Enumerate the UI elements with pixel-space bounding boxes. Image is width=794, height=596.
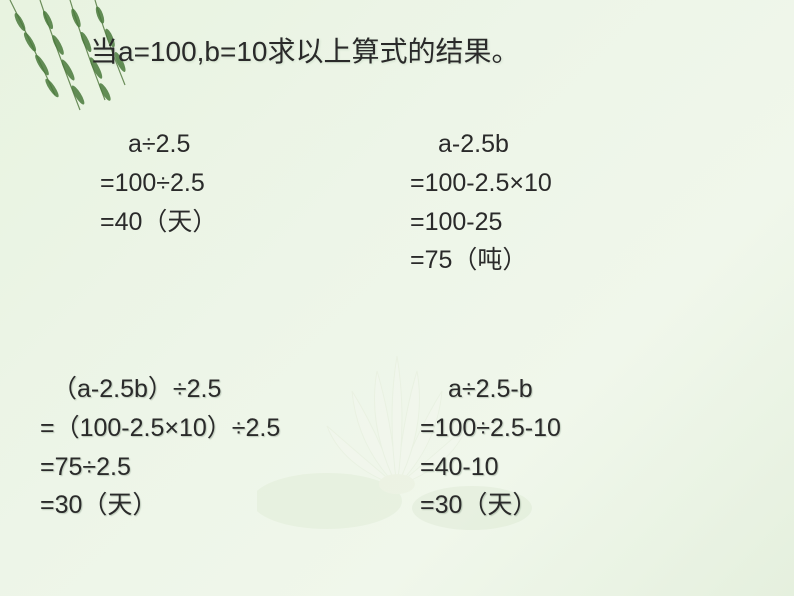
calc1-step1: =100÷2.5: [100, 164, 217, 203]
calc4-result: =30（天）: [420, 486, 561, 525]
calculation-2: a-2.5b =100-2.5×10 =100-25 =75（吨）: [410, 125, 552, 280]
calculation-1: a÷2.5 =100÷2.5 =40（天）: [100, 125, 217, 241]
calc4-expression: a÷2.5-b: [420, 370, 561, 409]
calc2-expression: a-2.5b: [410, 125, 552, 164]
calculation-4: a÷2.5-b =100÷2.5-10 =40-10 =30（天）: [420, 370, 561, 525]
calc1-expression: a÷2.5: [100, 125, 217, 164]
calculation-3: （a-2.5b）÷2.5 =（100-2.5×10）÷2.5 =75÷2.5 =…: [40, 370, 280, 525]
calc3-step1: =（100-2.5×10）÷2.5: [40, 409, 280, 448]
calc2-result: =75（吨）: [410, 241, 552, 280]
calc4-step1: =100÷2.5-10: [420, 409, 561, 448]
calc4-step2: =40-10: [420, 448, 561, 487]
calc3-expression: （a-2.5b）÷2.5: [40, 370, 280, 409]
calc3-result: =30（天）: [40, 486, 280, 525]
calc2-step2: =100-25: [410, 203, 552, 242]
calc1-result: =40（天）: [100, 203, 217, 242]
problem-title: 当a=100,b=10求以上算式的结果。: [90, 30, 520, 70]
calc2-step1: =100-2.5×10: [410, 164, 552, 203]
calc3-step2: =75÷2.5: [40, 448, 280, 487]
